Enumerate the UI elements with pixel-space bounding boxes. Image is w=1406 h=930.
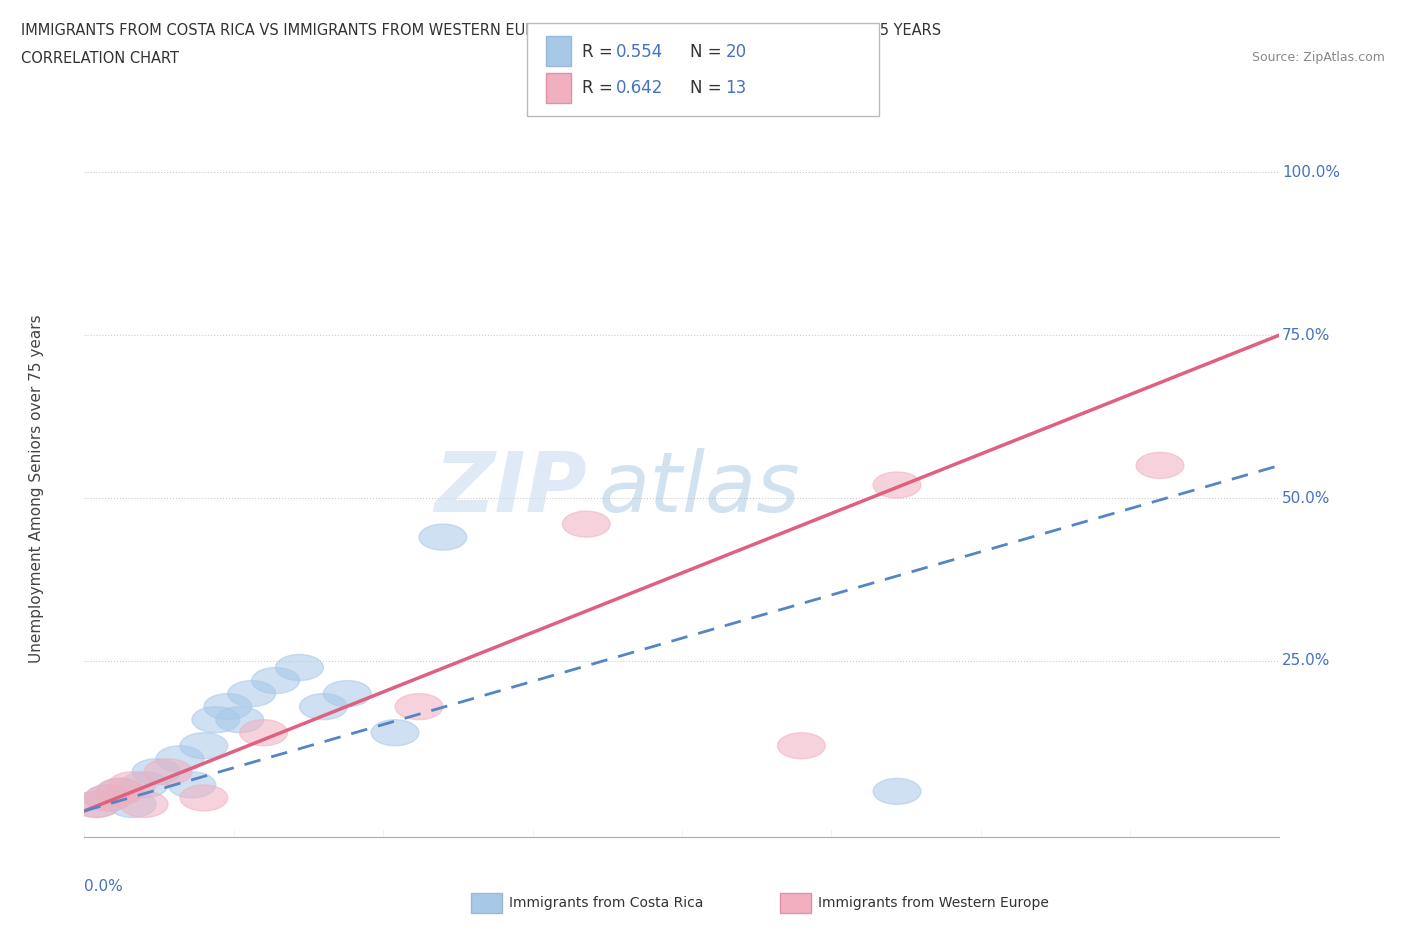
Ellipse shape [419,525,467,551]
Ellipse shape [239,720,287,746]
Ellipse shape [84,785,132,811]
Ellipse shape [778,733,825,759]
Ellipse shape [252,668,299,694]
Text: CORRELATION CHART: CORRELATION CHART [21,51,179,66]
Ellipse shape [84,785,132,811]
Ellipse shape [204,694,252,720]
Ellipse shape [121,791,169,817]
Text: ZIP: ZIP [433,447,586,529]
Ellipse shape [873,472,921,498]
Text: 0.554: 0.554 [616,43,664,61]
Ellipse shape [180,733,228,759]
Text: 13: 13 [725,79,747,97]
Ellipse shape [299,694,347,720]
Text: 20: 20 [725,43,747,61]
Text: 0.0%: 0.0% [84,879,124,894]
Ellipse shape [145,759,191,785]
Ellipse shape [169,772,217,798]
Ellipse shape [180,785,228,811]
Text: atlas: atlas [599,447,800,529]
Ellipse shape [873,778,921,804]
Text: Unemployment Among Seniors over 75 years: Unemployment Among Seniors over 75 years [30,314,44,662]
Text: IMMIGRANTS FROM COSTA RICA VS IMMIGRANTS FROM WESTERN EUROPE UNEMPLOYMENT AMONG : IMMIGRANTS FROM COSTA RICA VS IMMIGRANTS… [21,23,941,38]
Text: Source: ZipAtlas.com: Source: ZipAtlas.com [1251,51,1385,64]
Ellipse shape [73,791,121,817]
Ellipse shape [96,778,145,804]
Ellipse shape [395,694,443,720]
Ellipse shape [96,778,145,804]
Text: N =: N = [690,79,727,97]
Ellipse shape [132,759,180,785]
Ellipse shape [1136,452,1184,478]
Ellipse shape [108,791,156,817]
Text: 0.642: 0.642 [616,79,664,97]
Ellipse shape [562,512,610,538]
Ellipse shape [121,772,169,798]
Ellipse shape [108,772,156,798]
Text: N =: N = [690,43,727,61]
Ellipse shape [217,707,264,733]
Text: 100.0%: 100.0% [1282,165,1340,179]
Ellipse shape [191,707,239,733]
Text: R =: R = [582,79,619,97]
Text: Immigrants from Western Europe: Immigrants from Western Europe [818,896,1049,910]
Text: 75.0%: 75.0% [1282,327,1330,342]
Text: Immigrants from Costa Rica: Immigrants from Costa Rica [509,896,703,910]
Ellipse shape [156,746,204,772]
Ellipse shape [323,681,371,707]
Text: 25.0%: 25.0% [1282,654,1330,669]
Ellipse shape [228,681,276,707]
Text: R =: R = [582,43,619,61]
Ellipse shape [371,720,419,746]
Ellipse shape [276,655,323,681]
Text: 50.0%: 50.0% [1282,490,1330,506]
Ellipse shape [73,791,121,817]
